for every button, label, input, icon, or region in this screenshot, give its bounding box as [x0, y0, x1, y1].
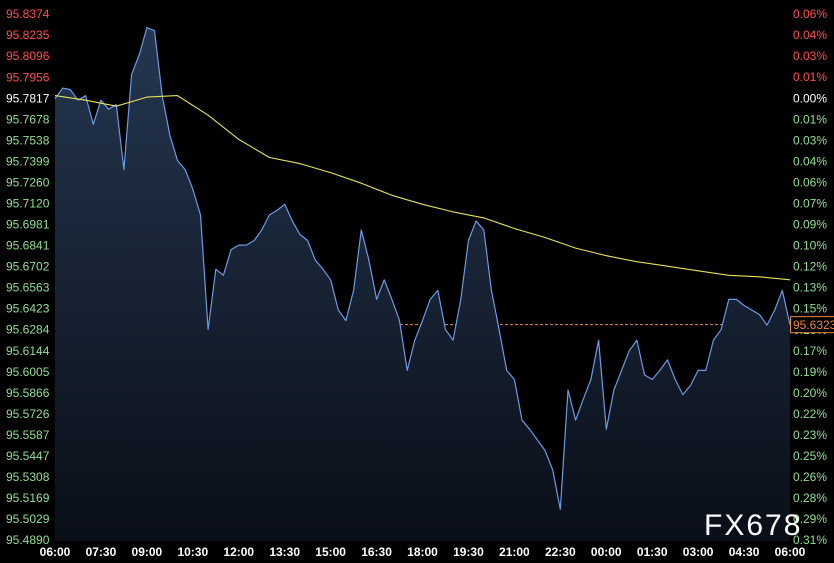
x-tick-label: 06:00 — [775, 545, 806, 559]
y2-tick-label: 0.10% — [793, 239, 827, 253]
y2-tick-label: 0.04% — [793, 155, 827, 169]
x-tick-label: 09:00 — [132, 545, 163, 559]
x-tick-label: 21:00 — [499, 545, 530, 559]
y2-tick-label: 0.15% — [793, 302, 827, 316]
y2-tick-label: 0.25% — [793, 449, 827, 463]
y-tick-label: 95.7260 — [6, 175, 50, 189]
y2-tick-label: 0.22% — [793, 407, 827, 421]
y2-tick-label: 0.12% — [793, 260, 827, 274]
y-tick-label: 95.5587 — [6, 428, 50, 442]
watermark: FX678 — [704, 509, 802, 542]
y2-tick-label: 0.03% — [793, 49, 827, 63]
x-tick-label: 01:30 — [637, 545, 668, 559]
y-tick-label: 95.8374 — [6, 7, 50, 21]
x-tick-label: 16:30 — [361, 545, 392, 559]
y2-tick-label: 0.23% — [793, 428, 827, 442]
y-tick-label: 95.6702 — [6, 260, 50, 274]
y-tick-label: 95.7956 — [6, 70, 50, 84]
y-tick-label: 95.5447 — [6, 449, 50, 463]
x-tick-label: 19:30 — [453, 545, 484, 559]
y-tick-label: 95.4890 — [6, 533, 50, 547]
y-tick-label: 95.6563 — [6, 281, 50, 295]
y-tick-label: 95.5029 — [6, 512, 50, 526]
y2-tick-label: 0.17% — [793, 344, 827, 358]
y2-tick-label: 0.01% — [793, 70, 827, 84]
y2-tick-label: 0.00% — [793, 91, 827, 105]
x-tick-label: 22:30 — [545, 545, 576, 559]
y2-tick-label: 0.04% — [793, 28, 827, 42]
y-tick-label: 95.6144 — [6, 344, 50, 358]
y2-tick-label: 0.06% — [793, 175, 827, 189]
x-tick-label: 03:00 — [683, 545, 714, 559]
x-tick-label: 18:00 — [407, 545, 438, 559]
last-price-label-group: 95.6323 — [793, 318, 834, 332]
y-tick-label: 95.5726 — [6, 407, 50, 421]
price-line — [54, 27, 791, 510]
y-tick-label: 95.7538 — [6, 133, 50, 147]
last-price-label: 95.6323 — [793, 318, 834, 332]
y2-tick-label: 0.26% — [793, 470, 827, 484]
y2-tick-label: 0.28% — [793, 491, 827, 505]
y-tick-label: 95.7817 — [6, 91, 50, 105]
y-tick-label: 95.6423 — [6, 302, 50, 316]
x-tick-label: 04:30 — [729, 545, 760, 559]
y-tick-label: 95.6981 — [6, 217, 50, 231]
x-tick-label: 06:00 — [40, 545, 71, 559]
x-tick-label: 07:30 — [86, 545, 117, 559]
y2-tick-label: 0.06% — [793, 7, 827, 21]
y-tick-label: 95.5308 — [6, 470, 50, 484]
last-price-box — [790, 316, 834, 334]
x-tick-label: 10:30 — [177, 545, 208, 559]
y2-tick-label: 0.13% — [793, 281, 827, 295]
x-tick-label: 12:00 — [223, 545, 254, 559]
y-tick-label: 95.5169 — [6, 491, 50, 505]
y2-tick-label: 0.03% — [793, 133, 827, 147]
y-tick-label: 95.6284 — [6, 323, 50, 337]
y2-tick-label: 0.07% — [793, 197, 827, 211]
y-tick-label: 95.6841 — [6, 239, 50, 253]
y2-tick-label: 0.19% — [793, 365, 827, 379]
y-tick-label: 95.7399 — [6, 154, 50, 168]
y-tick-label: 95.7120 — [6, 196, 50, 210]
y2-tick-label: 0.20% — [793, 386, 827, 400]
y2-tick-label: 0.31% — [793, 533, 827, 547]
y2-tick-label: 0.09% — [793, 218, 827, 232]
x-tick-label: 00:00 — [591, 545, 622, 559]
moving-average-line — [54, 95, 791, 281]
y2-tick-label: 0.29% — [793, 512, 827, 526]
y-tick-label: 95.8235 — [6, 28, 50, 42]
y-tick-label: 95.7678 — [6, 112, 50, 126]
price-area — [55, 27, 790, 541]
y-tick-label: 95.5866 — [6, 386, 50, 400]
x-tick-label: 15:00 — [315, 545, 346, 559]
y-tick-label: 95.6005 — [6, 365, 50, 379]
y-tick-label: 95.8096 — [6, 49, 50, 63]
y2-tick-label: 0.01% — [793, 112, 827, 126]
x-tick-label: 13:30 — [269, 545, 300, 559]
